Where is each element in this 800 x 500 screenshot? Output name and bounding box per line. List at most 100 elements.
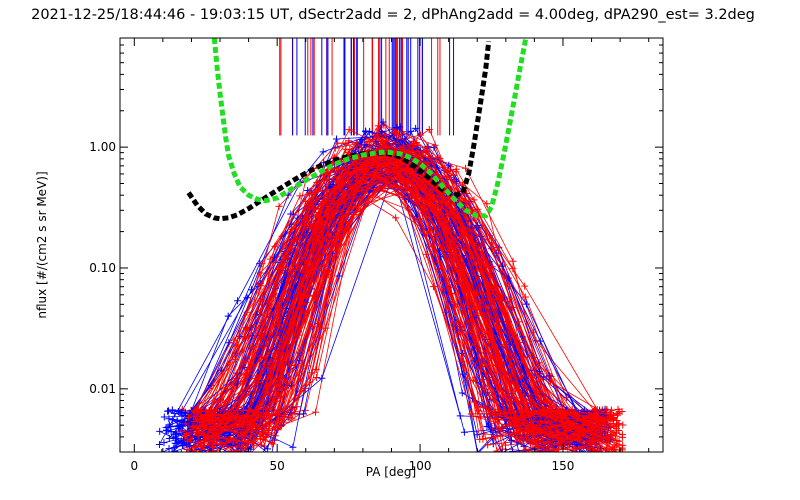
- blue-plus-marker: [270, 451, 272, 452]
- blue-plus-marker: [358, 136, 366, 144]
- red-plus-marker: [607, 414, 615, 422]
- red-plus-marker: [431, 141, 439, 149]
- red-plus-marker: [382, 143, 390, 151]
- red-plus-marker: [208, 448, 216, 452]
- red-plus-marker: [549, 433, 557, 441]
- red-plus-marker: [185, 449, 187, 452]
- red-plus-marker: [239, 432, 247, 440]
- red-plus-marker: [539, 405, 547, 413]
- blue-plus-marker: [160, 439, 168, 447]
- red-plus-marker: [497, 410, 505, 418]
- red-plus-marker: [476, 435, 484, 443]
- red-plus-marker: [233, 449, 235, 452]
- red-plus-marker: [301, 406, 309, 414]
- blue-plus-marker: [161, 449, 163, 452]
- red-series-line: [212, 137, 609, 445]
- blue-plus-marker: [587, 450, 589, 452]
- blue-plus-marker: [260, 451, 262, 452]
- red-plus-marker: [466, 328, 474, 336]
- red-plus-marker: [185, 413, 193, 421]
- red-plus-marker: [456, 234, 464, 242]
- red-plus-marker: [310, 291, 318, 299]
- red-plus-marker: [392, 129, 400, 137]
- red-plus-marker: [241, 374, 249, 382]
- red-plus-marker: [339, 187, 347, 195]
- blue-plus-marker: [522, 300, 530, 308]
- red-plus-marker: [275, 202, 283, 210]
- red-plus-marker: [208, 449, 210, 452]
- x-tick-label: 0: [130, 459, 138, 473]
- red-plus-marker: [418, 178, 426, 186]
- red-plus-marker: [477, 413, 485, 421]
- red-plus-marker: [534, 443, 542, 451]
- red-plus-marker: [274, 426, 282, 434]
- red-plus-marker: [181, 432, 189, 440]
- red-plus-marker: [183, 437, 191, 445]
- red-series-line: [190, 155, 596, 440]
- red-plus-marker: [296, 192, 304, 200]
- blue-plus-marker: [174, 424, 182, 432]
- red-plus-marker: [275, 308, 283, 316]
- blue-plus-marker: [174, 438, 182, 446]
- red-plus-marker: [268, 439, 276, 447]
- red-plus-marker: [458, 357, 466, 365]
- red-plus-marker: [243, 308, 251, 316]
- red-plus-marker: [279, 263, 287, 271]
- red-plus-marker: [526, 396, 534, 404]
- red-plus-marker: [182, 420, 190, 428]
- plot-frame: [119, 37, 664, 453]
- red-series-line: [201, 146, 610, 451]
- y-axis-label: nflux [#/(cm2 s sr MeV)]: [35, 171, 49, 318]
- blue-plus-marker: [155, 440, 163, 448]
- red-plus-marker: [239, 406, 247, 414]
- red-plus-marker: [245, 332, 253, 340]
- blue-plus-marker: [579, 451, 581, 452]
- red-plus-marker: [358, 166, 366, 174]
- red-plus-marker: [199, 428, 207, 436]
- blue-plus-marker: [164, 407, 172, 415]
- blue-plus-marker: [396, 123, 404, 131]
- y-tick-label: 0.01: [89, 382, 116, 396]
- red-plus-marker: [405, 206, 413, 214]
- red-plus-marker: [288, 415, 296, 423]
- green-fit-curve: [211, 38, 529, 219]
- blue-plus-marker: [332, 135, 340, 143]
- blue-series-line: [188, 127, 582, 452]
- red-series-line: [203, 124, 612, 436]
- red-plus-marker: [530, 418, 538, 426]
- red-plus-marker: [375, 154, 383, 162]
- red-plus-marker: [240, 449, 242, 452]
- red-plus-marker: [517, 428, 525, 436]
- red-plus-marker: [425, 125, 433, 133]
- red-plus-marker: [422, 250, 430, 258]
- red-plus-marker: [615, 451, 617, 452]
- red-plus-marker: [420, 195, 428, 203]
- blue-plus-marker: [171, 430, 179, 438]
- red-plus-marker: [619, 441, 627, 449]
- red-plus-marker: [562, 394, 570, 402]
- red-plus-marker: [504, 298, 512, 306]
- red-plus-marker: [436, 218, 444, 226]
- red-plus-marker: [497, 364, 505, 372]
- red-plus-marker: [574, 436, 582, 444]
- red-plus-marker: [423, 147, 431, 155]
- x-tick-label: 50: [270, 459, 285, 473]
- red-plus-marker: [607, 406, 615, 414]
- red-plus-marker: [576, 426, 584, 434]
- red-plus-marker: [592, 413, 600, 421]
- blue-plus-marker: [171, 447, 179, 452]
- red-plus-marker: [494, 386, 502, 394]
- red-plus-marker: [195, 431, 203, 439]
- red-plus-marker: [203, 411, 211, 419]
- red-plus-marker: [514, 418, 522, 426]
- red-plus-marker: [257, 441, 265, 449]
- red-plus-marker: [494, 426, 502, 434]
- red-plus-marker: [258, 425, 266, 433]
- blue-plus-marker: [335, 272, 343, 280]
- red-plus-marker: [472, 306, 480, 314]
- red-plus-marker: [373, 131, 381, 139]
- blue-plus-marker: [483, 423, 491, 431]
- red-plus-marker: [452, 168, 460, 176]
- red-plus-marker: [313, 179, 321, 187]
